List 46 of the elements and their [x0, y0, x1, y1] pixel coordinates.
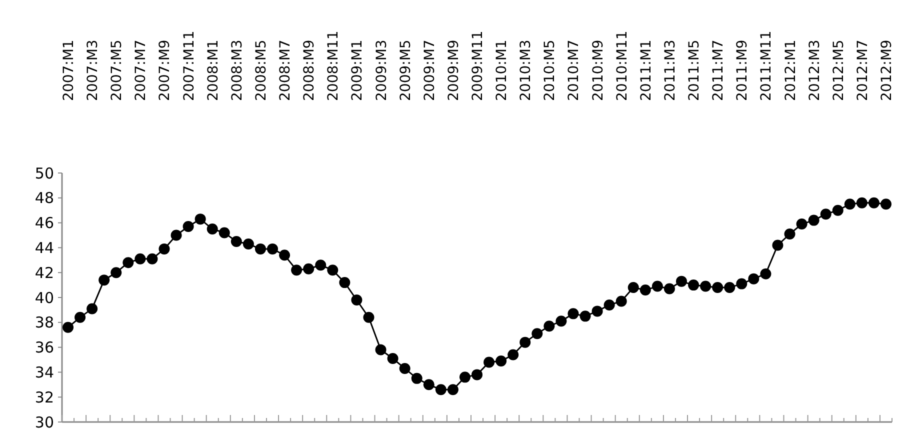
x-tick-label: 2011:M7 [710, 40, 727, 101]
x-tick-label: 2011:M11 [758, 30, 775, 101]
x-tick-label: 2010:M11 [614, 30, 630, 101]
x-tick-label: 2008:M5 [253, 40, 270, 101]
x-tick-label: 2008:M1 [205, 40, 222, 101]
y-tick-label: 50 [34, 164, 54, 182]
x-tick-label: 2011:M1 [638, 40, 654, 101]
y-tick-label: 46 [34, 214, 54, 232]
x-tick-label: 2007:M3 [85, 40, 102, 101]
y-tick-label: 38 [34, 314, 54, 332]
x-tick-label: 2007:M9 [157, 40, 174, 101]
y-tick-label: 32 [34, 388, 54, 406]
x-tick-label: 2011:M9 [734, 40, 751, 101]
x-tick-label: 2010:M1 [494, 40, 510, 101]
x-tick-label: 2008:M11 [326, 30, 342, 101]
y-tick-label: 40 [34, 288, 54, 307]
x-tick-label: 2012:M9 [878, 40, 895, 101]
x-tick-label: 2010:M5 [542, 40, 558, 101]
x-tick-label: 2010:M9 [590, 40, 606, 101]
x-tick-label: 2009:M11 [470, 30, 486, 101]
y-tick-label: 44 [34, 238, 54, 257]
y-tick-label: 42 [34, 264, 54, 282]
x-tick-label: 2009:M1 [350, 40, 366, 101]
x-tick-label: 2012:M3 [806, 40, 823, 101]
y-tick-label: 48 [34, 189, 54, 208]
y-tick-label: 34 [34, 363, 54, 382]
x-tick-label: 2008:M9 [302, 40, 318, 101]
x-tick-label: 2010:M3 [518, 40, 534, 101]
x-tick-label: 2007:M1 [61, 40, 78, 101]
x-tick-label: 2010:M7 [566, 40, 582, 101]
x-tick-label: 2011:M5 [686, 40, 703, 101]
x-tick-label: 2012:M5 [830, 40, 847, 101]
x-tick-label: 2012:M1 [782, 40, 799, 101]
x-tick-label: 2008:M7 [278, 40, 294, 101]
x-tick-label: 2009:M5 [398, 40, 414, 101]
x-tick-label: 2007:M5 [109, 40, 126, 101]
x-tick-label: 2009:M9 [446, 40, 462, 101]
x-tick-label: 2012:M7 [854, 40, 871, 101]
x-tick-label: 2009:M3 [374, 40, 390, 101]
x-tick-label: 2009:M7 [422, 40, 438, 101]
x-tick-label: 2008:M3 [229, 40, 246, 101]
x-tick-label: 2007:M11 [181, 30, 198, 101]
x-tick-label: 2011:M3 [662, 40, 678, 101]
x-tick-label: 2007:M7 [133, 40, 150, 101]
y-tick-label: 30 [34, 413, 54, 431]
y-tick-label: 36 [34, 338, 54, 357]
